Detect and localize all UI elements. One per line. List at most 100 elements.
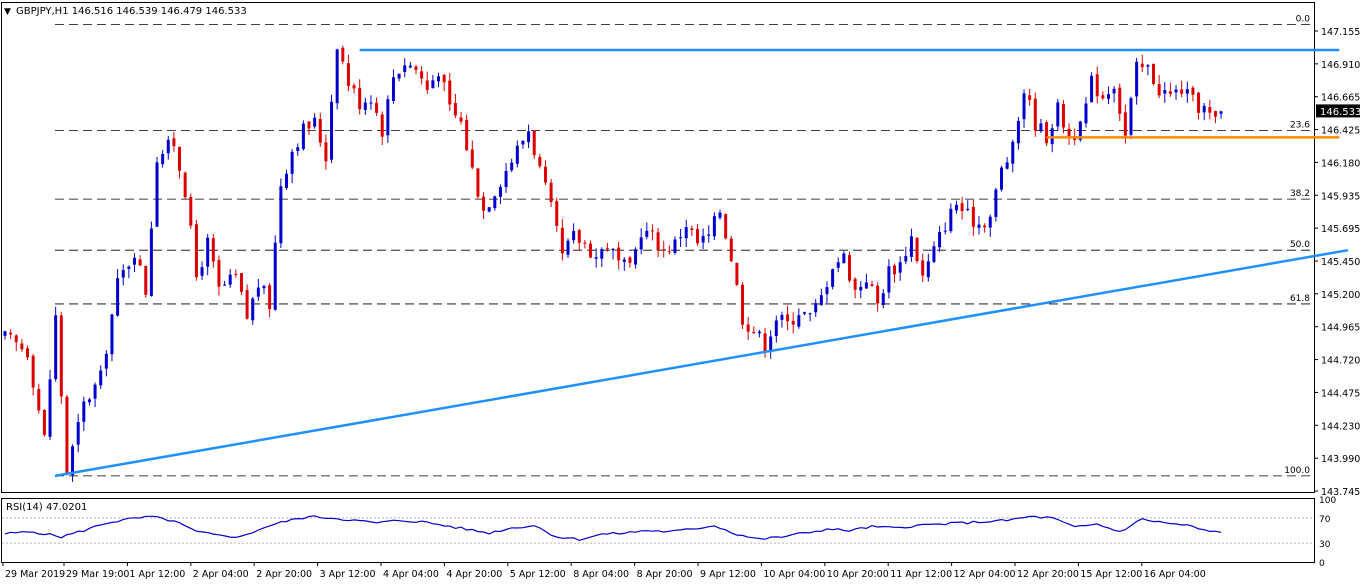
candle-body bbox=[622, 259, 626, 262]
candle-body bbox=[1174, 89, 1178, 93]
candle-body bbox=[352, 85, 356, 89]
candle-body bbox=[943, 230, 947, 232]
candle-body bbox=[960, 203, 964, 212]
rising-trendline[interactable] bbox=[54, 248, 1349, 478]
candle-body bbox=[110, 314, 114, 355]
time-axis-label: 9 Apr 12:00 bbox=[700, 569, 756, 580]
price-axis-label: 143.990 bbox=[1321, 454, 1360, 465]
candle-body bbox=[966, 208, 970, 211]
candle-body bbox=[420, 71, 424, 79]
candle-body bbox=[104, 353, 108, 369]
candle-body bbox=[335, 49, 339, 104]
candle-body bbox=[251, 298, 255, 321]
time-axis-label: 12 Apr 04:00 bbox=[954, 569, 1016, 580]
candle-body bbox=[983, 225, 987, 228]
candle-body bbox=[1157, 84, 1161, 96]
candle-body bbox=[166, 139, 170, 154]
candle-body bbox=[684, 227, 688, 239]
candle-body bbox=[1016, 120, 1020, 144]
price-axis-label: 146.665 bbox=[1321, 93, 1360, 104]
candle-body bbox=[211, 238, 215, 262]
candle-body bbox=[178, 146, 182, 171]
candle-body bbox=[20, 343, 24, 350]
candle-body bbox=[1213, 111, 1217, 117]
candle-body bbox=[262, 286, 266, 289]
candle-body bbox=[307, 121, 311, 129]
fib-level-label: 61.8 bbox=[1290, 294, 1310, 304]
candle-body bbox=[375, 102, 379, 113]
candle-body bbox=[808, 313, 812, 315]
candle-body bbox=[791, 320, 795, 325]
rsi-axis-label: 0 bbox=[1319, 559, 1325, 569]
candle-body bbox=[48, 379, 52, 437]
candle-body bbox=[386, 99, 390, 136]
candle-body bbox=[921, 260, 925, 276]
price-axis-label: 143.745 bbox=[1321, 487, 1360, 498]
candle-body bbox=[695, 228, 699, 244]
candle-body bbox=[876, 285, 880, 304]
candle-body bbox=[757, 331, 761, 334]
candle-body bbox=[487, 207, 491, 212]
candle-body bbox=[448, 80, 452, 105]
candle-body bbox=[121, 270, 125, 278]
candle-body bbox=[82, 401, 86, 422]
candle-body bbox=[194, 224, 198, 278]
candle-body bbox=[549, 182, 553, 203]
candle-body bbox=[71, 446, 75, 476]
price-axis-label: 146.180 bbox=[1321, 158, 1360, 169]
candle-body bbox=[510, 162, 514, 171]
candle-body bbox=[679, 237, 683, 239]
candle-body bbox=[9, 332, 13, 335]
candle-body bbox=[431, 80, 435, 89]
candle-body bbox=[741, 284, 745, 325]
candle-body bbox=[634, 249, 638, 265]
candle-body bbox=[938, 232, 942, 248]
candle-body bbox=[3, 331, 7, 336]
time-axis-label: 29 Mar 2019 bbox=[5, 569, 65, 580]
candle-body bbox=[42, 410, 46, 435]
candle-body bbox=[1067, 128, 1071, 137]
time-axis-label: 29 Mar 19:00 bbox=[66, 569, 129, 580]
candle-body bbox=[527, 131, 531, 143]
candle-body bbox=[538, 156, 542, 167]
candle-body bbox=[594, 257, 598, 259]
candle-body bbox=[442, 74, 446, 83]
candle-body bbox=[155, 162, 159, 227]
candle-body bbox=[893, 265, 897, 275]
candle-body bbox=[802, 312, 806, 314]
candle-body bbox=[437, 76, 441, 82]
candle-body bbox=[1123, 112, 1127, 136]
candle-body bbox=[1022, 93, 1026, 120]
candle-body bbox=[887, 266, 891, 293]
price-panel[interactable] bbox=[1, 2, 1315, 493]
fib-level-label: 23.6 bbox=[1290, 121, 1310, 131]
price-axis-label: 145.450 bbox=[1321, 257, 1360, 268]
candle-body bbox=[628, 257, 632, 263]
candle-body bbox=[256, 287, 260, 297]
candle-body bbox=[870, 284, 874, 287]
candle-body bbox=[363, 102, 367, 111]
candle-body bbox=[1078, 121, 1082, 140]
rsi-panel[interactable] bbox=[1, 498, 1315, 563]
candle-body bbox=[1135, 61, 1139, 97]
candle-body bbox=[99, 370, 103, 386]
candle-body bbox=[301, 123, 305, 150]
candle-body bbox=[234, 273, 238, 275]
candle-body bbox=[1219, 111, 1223, 114]
candle-body bbox=[763, 333, 767, 353]
candle-body bbox=[459, 117, 463, 122]
candle-body bbox=[949, 208, 953, 232]
candle-body bbox=[560, 227, 564, 254]
candle-body bbox=[183, 172, 187, 198]
candle-body bbox=[1005, 162, 1009, 169]
candle-body bbox=[279, 186, 283, 244]
candle-body bbox=[132, 257, 136, 265]
candle-body bbox=[848, 254, 851, 281]
candle-body bbox=[127, 266, 131, 269]
candle-body bbox=[701, 235, 705, 243]
time-axis-label: 3 Apr 12:00 bbox=[320, 569, 376, 580]
time-axis-label: 4 Apr 04:00 bbox=[383, 569, 439, 580]
candle-body bbox=[814, 303, 818, 313]
time-axis-label: 4 Apr 20:00 bbox=[446, 569, 502, 580]
